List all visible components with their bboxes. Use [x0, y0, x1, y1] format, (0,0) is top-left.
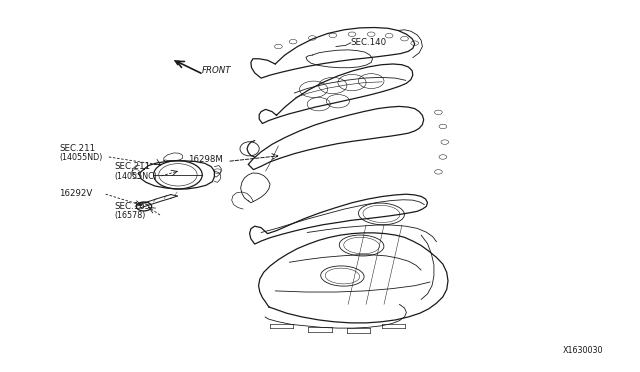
Text: (14055NC): (14055NC): [114, 172, 157, 181]
Text: 16298M: 16298M: [188, 155, 222, 164]
Text: X1630030: X1630030: [563, 346, 604, 355]
Text: SEC.211: SEC.211: [114, 162, 150, 171]
Text: 16292V: 16292V: [59, 189, 92, 198]
Text: FRONT: FRONT: [202, 66, 231, 75]
Text: (14055ND): (14055ND): [59, 153, 102, 162]
Text: SEC.165: SEC.165: [114, 202, 150, 211]
Text: (16578): (16578): [114, 211, 145, 220]
Text: SEC.140: SEC.140: [351, 38, 387, 46]
Text: SEC.211: SEC.211: [59, 144, 95, 153]
